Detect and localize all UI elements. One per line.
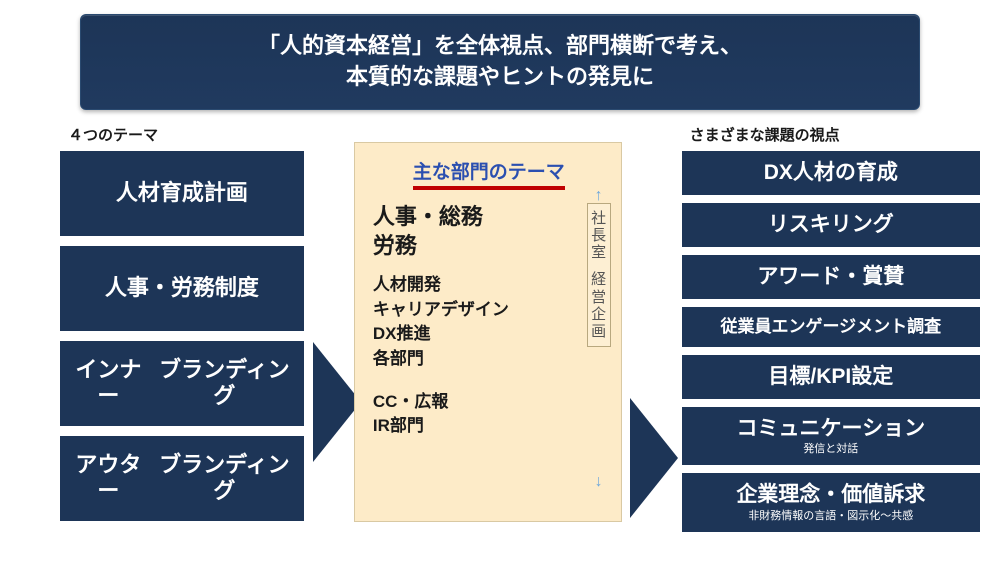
issue-box-0: DX人材の育成 [682,151,980,195]
issue-box-6: 企業理念・価値訴求非財務情報の言語・図示化～共感 [682,473,980,532]
theme-box-0: 人材育成計画 [60,151,304,236]
issue-box-3: 従業員エンゲージメント調査 [682,307,980,347]
center-big-depts: 人事・総務労務 [373,202,605,261]
right-column: さまざまな課題の視点 DX人材の育成リスキリングアワード・賞賛従業員エンゲージメ… [682,120,980,541]
header-line1: 「人的資本経営」を全体視点、部門横断で考え、 [101,31,899,62]
vertical-arrow-down-icon: ↓ [595,473,603,491]
center-mid-depts: 人材開発キャリアデザインDX推進各部門 [373,273,605,372]
vertical-label-top: 社長室 [590,210,608,262]
arrow-center-to-right [630,398,678,518]
center-title: 主な部門のテーマ [413,157,565,190]
issue-box-5: コミュニケーション発信と対話 [682,407,980,466]
center-panel: 主な部門のテーマ 人事・総務労務 人材開発キャリアデザインDX推進各部門 CC・… [354,142,622,522]
vertical-label: 社長室 経営企画 [587,203,611,348]
center-column: 主な部門のテーマ 人事・総務労務 人材開発キャリアデザインDX推進各部門 CC・… [354,120,622,541]
right-column-title: さまざまな課題の視点 [690,124,980,145]
theme-box-2: インナーブランディング [60,341,304,426]
header-banner: 「人的資本経営」を全体視点、部門横断で考え、 本質的な課題やヒントの発見に [80,14,920,110]
diagram-columns: ４つのテーマ 人材育成計画人事・労務制度インナーブランディングアウターブランディ… [0,120,1000,551]
left-column: ４つのテーマ 人材育成計画人事・労務制度インナーブランディングアウターブランディ… [60,120,304,541]
header-line2: 本質的な課題やヒントの発見に [101,62,899,93]
theme-box-1: 人事・労務制度 [60,246,304,331]
issue-box-1: リスキリング [682,203,980,247]
center-low-depts: CC・広報IR部門 [373,390,605,439]
left-column-title: ４つのテーマ [68,124,304,145]
vertical-label-bottom: 経営企画 [590,271,608,340]
theme-box-3: アウターブランディング [60,436,304,521]
issue-box-2: アワード・賞賛 [682,255,980,299]
issue-box-4: 目標/KPI設定 [682,355,980,399]
